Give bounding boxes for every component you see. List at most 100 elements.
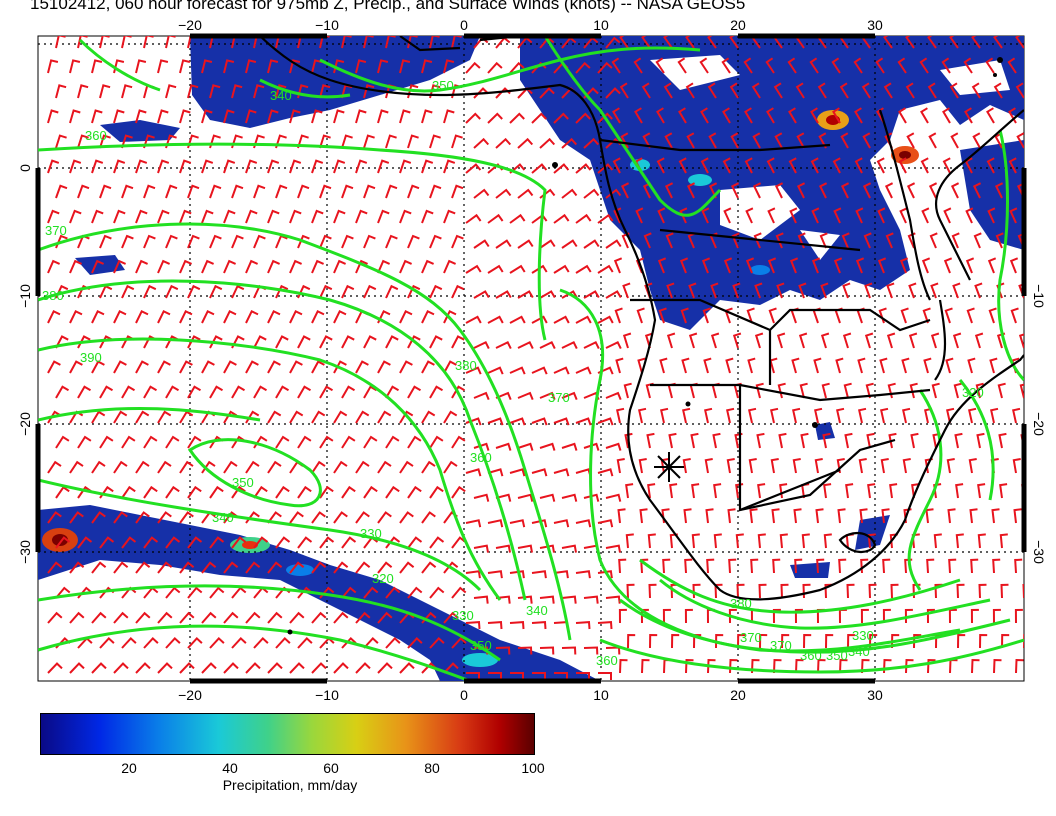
wind-barb — [385, 184, 398, 199]
wind-barb — [77, 536, 93, 549]
wind-barb — [495, 646, 511, 655]
wind-barb — [792, 407, 801, 424]
wind-barb — [179, 611, 195, 624]
wind-barb — [752, 132, 761, 149]
wind-barb — [575, 112, 591, 124]
wind-barb — [702, 307, 711, 324]
wind-barb — [179, 561, 195, 574]
wind-barb — [399, 159, 412, 174]
wind-barb — [744, 157, 753, 174]
wind-barb — [473, 493, 490, 502]
wind-barb — [429, 485, 444, 499]
wind-barb — [575, 621, 591, 630]
wind-barb — [822, 432, 831, 449]
wind-barb — [209, 335, 223, 349]
wind-barb — [407, 435, 422, 449]
wind-barb — [201, 662, 217, 674]
wind-barb — [774, 182, 784, 199]
wind-barb — [333, 159, 346, 174]
wind-barb — [443, 410, 458, 424]
wind-barb — [385, 234, 398, 249]
wind-barb — [986, 107, 995, 124]
wind-barb — [363, 636, 379, 649]
wind-barb — [992, 608, 1001, 624]
wind-barb — [1008, 157, 1017, 174]
wind-barb — [99, 435, 114, 449]
wind-barb — [699, 57, 709, 74]
wind-barb — [583, 290, 600, 299]
colorbar-tick: 20 — [121, 760, 137, 776]
wind-barb — [974, 282, 983, 299]
wind-barb — [858, 407, 867, 424]
wind-barb — [267, 209, 280, 224]
wind-barb — [921, 207, 930, 224]
wind-barb — [926, 608, 935, 624]
wind-barb — [967, 357, 976, 374]
wind-barb — [1022, 583, 1024, 599]
wind-barb — [619, 36, 629, 49]
wind-barb — [253, 385, 268, 399]
wind-barb — [466, 672, 480, 680]
wind-barb — [531, 468, 548, 477]
wind-barb — [715, 633, 724, 649]
wind-barb — [723, 257, 733, 274]
lon-tick-bottom: 0 — [460, 687, 468, 703]
wind-barb — [997, 382, 1006, 399]
wind-barb — [986, 157, 995, 174]
wind-barb — [833, 207, 842, 224]
wind-barb — [965, 207, 974, 224]
contour-label: 340 — [526, 603, 548, 618]
wind-barb — [451, 636, 467, 649]
wind-barb — [209, 84, 221, 99]
contour-label: 350 — [470, 638, 492, 653]
wind-barb — [655, 57, 665, 74]
wind-barb — [683, 508, 692, 524]
wind-barb — [179, 460, 194, 474]
wind-barb — [809, 57, 819, 74]
wind-barb — [465, 213, 482, 224]
wind-barb — [187, 385, 202, 399]
wind-barb — [913, 633, 922, 649]
wind-barb — [165, 284, 179, 299]
wind-barb — [429, 636, 445, 649]
wind-barb — [890, 583, 899, 599]
wind-barb — [333, 410, 348, 424]
lon-ticks-top: −20 −10 0 10 20 30 — [178, 17, 883, 33]
wind-barb — [465, 519, 482, 528]
wind-barb — [722, 107, 731, 124]
wind-barb — [722, 157, 731, 174]
wind-barb — [684, 608, 693, 624]
wind-barb — [355, 611, 371, 624]
wind-barb — [165, 435, 180, 449]
wind-barb — [885, 232, 894, 249]
contour-label: 380 — [730, 596, 752, 611]
wind-barb — [816, 558, 825, 574]
wind-barb — [487, 264, 504, 274]
wind-barb — [55, 84, 67, 99]
wind-barb — [931, 382, 940, 399]
wind-barb — [267, 309, 281, 324]
wind-barb — [1018, 333, 1024, 349]
wind-barb — [143, 36, 154, 49]
wind-barb — [919, 57, 929, 74]
wind-barb — [165, 84, 177, 99]
contour-label: 370 — [740, 630, 762, 645]
lon-tick-top: 30 — [867, 17, 883, 33]
wind-barb — [553, 315, 570, 324]
wind-barb — [473, 188, 490, 199]
wind-barb — [91, 561, 107, 574]
wind-barb — [69, 309, 83, 324]
wind-barb — [297, 335, 311, 349]
wind-barb — [157, 360, 171, 374]
wind-barb — [766, 157, 775, 174]
wind-barb — [561, 239, 578, 249]
wind-barb — [289, 662, 305, 674]
wind-barb — [831, 57, 841, 74]
wind-barb — [605, 36, 621, 49]
wind-barb — [385, 134, 397, 149]
wind-barb — [47, 259, 61, 274]
contour-label: 330 — [452, 608, 474, 623]
wind-barb — [473, 442, 490, 451]
wind-barb — [421, 259, 435, 274]
wind-barb — [710, 332, 720, 349]
